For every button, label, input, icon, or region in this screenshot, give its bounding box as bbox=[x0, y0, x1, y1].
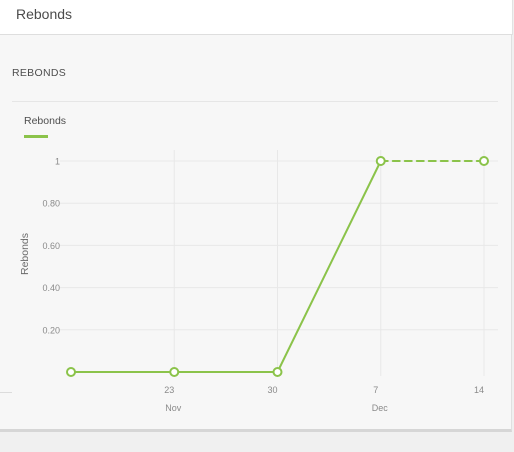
header: Rebonds bbox=[0, 0, 513, 35]
series-segment bbox=[276, 160, 382, 373]
y-tick-label: 1 bbox=[55, 157, 60, 167]
x-month-label: Dec bbox=[372, 403, 389, 413]
legend-label: Rebonds bbox=[24, 115, 66, 127]
x-month-label: Nov bbox=[165, 403, 182, 413]
series-points bbox=[66, 156, 489, 377]
legend-swatch bbox=[24, 135, 48, 138]
chart-grid bbox=[60, 150, 498, 376]
y-tick-labels: 0.20 0.40 0.60 0.80 1 bbox=[42, 157, 60, 336]
y-tick-label: 0.60 bbox=[42, 241, 60, 251]
series-line bbox=[70, 160, 485, 373]
x-tick-label: 23 bbox=[164, 385, 174, 395]
data-point[interactable] bbox=[375, 156, 386, 166]
data-point[interactable] bbox=[272, 367, 283, 377]
page-title: Rebonds bbox=[16, 6, 73, 22]
y-tick-label: 0.80 bbox=[42, 199, 60, 209]
y-axis-title: Rebonds bbox=[19, 233, 31, 275]
chart-panel: REBONDS bbox=[0, 35, 512, 432]
x-tick-label: 14 bbox=[474, 385, 484, 395]
x-tick-label: 7 bbox=[373, 385, 378, 395]
y-tick-label: 0.40 bbox=[42, 283, 60, 293]
x-tick-labels: 23 Nov 30 7 Dec 14 bbox=[164, 385, 484, 413]
section-title: REBONDS bbox=[12, 67, 67, 79]
x-tick-label: 30 bbox=[267, 385, 277, 395]
data-point[interactable] bbox=[479, 156, 489, 166]
section-divider bbox=[12, 101, 498, 102]
chart-legend: Rebonds bbox=[24, 115, 66, 138]
y-tick-label: 0.20 bbox=[42, 325, 60, 335]
data-point[interactable] bbox=[169, 367, 180, 377]
panel-left-edge bbox=[0, 392, 12, 393]
data-point[interactable] bbox=[66, 367, 76, 377]
